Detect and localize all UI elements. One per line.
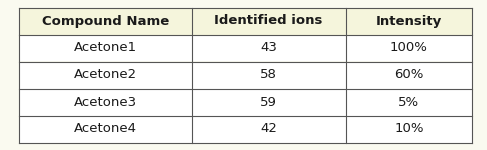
Text: Acetone1: Acetone1 xyxy=(74,42,137,54)
Text: 58: 58 xyxy=(260,69,277,81)
Text: 100%: 100% xyxy=(390,42,428,54)
Text: 59: 59 xyxy=(260,96,277,108)
Text: Intensity: Intensity xyxy=(376,15,442,27)
Text: Acetone2: Acetone2 xyxy=(74,69,137,81)
Text: 43: 43 xyxy=(260,42,277,54)
Text: 5%: 5% xyxy=(398,96,419,108)
Text: 10%: 10% xyxy=(394,123,424,135)
Text: 42: 42 xyxy=(260,123,277,135)
Text: Compound Name: Compound Name xyxy=(42,15,169,27)
Text: Acetone3: Acetone3 xyxy=(74,96,137,108)
Text: Identified ions: Identified ions xyxy=(214,15,323,27)
Text: Acetone4: Acetone4 xyxy=(74,123,137,135)
Text: 60%: 60% xyxy=(394,69,424,81)
